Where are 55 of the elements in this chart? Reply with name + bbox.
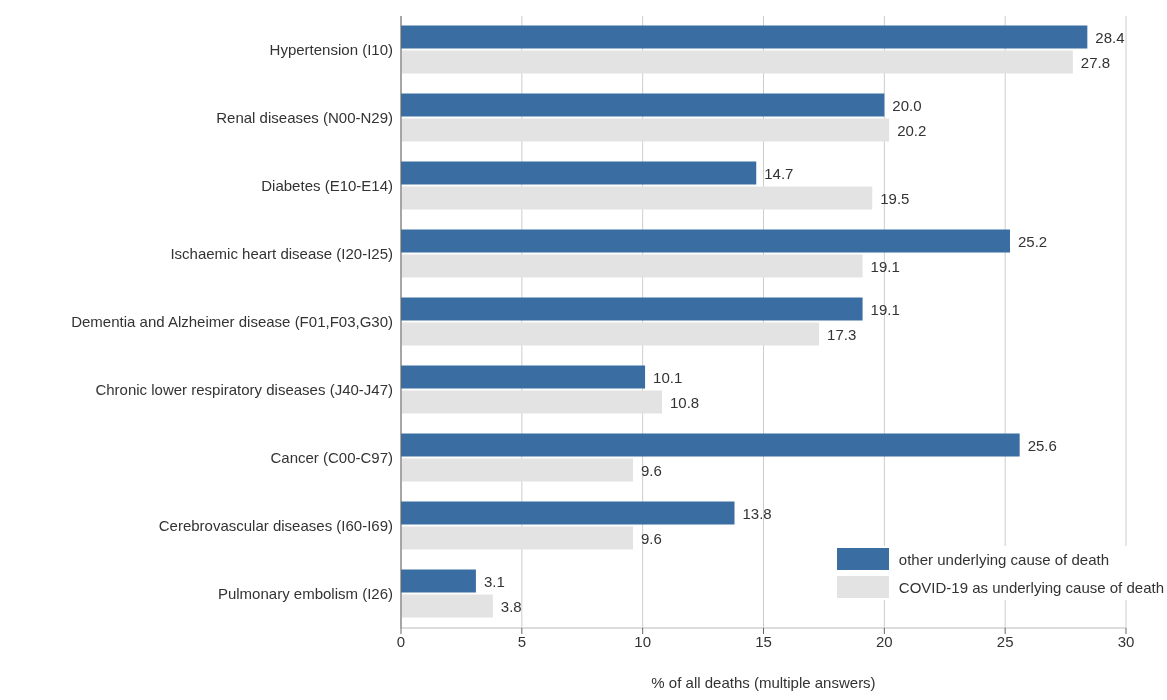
bar xyxy=(401,229,1010,253)
data-label: 20.2 xyxy=(897,121,927,139)
bar xyxy=(401,254,863,278)
x-tick-label: 10 xyxy=(634,632,652,650)
data-label: 20.0 xyxy=(892,96,922,114)
y-tick-label: Hypertension (I10) xyxy=(269,41,393,59)
bar xyxy=(401,569,476,593)
y-tick-label: Dementia and Alzheimer disease (F01,F03,G30) xyxy=(71,313,393,331)
bar xyxy=(401,458,633,482)
data-label: 10.1 xyxy=(653,368,683,386)
legend-label: other underlying cause of death xyxy=(898,550,1109,568)
data-label: 13.8 xyxy=(742,504,772,522)
x-tick-label: 5 xyxy=(517,632,527,650)
bar xyxy=(401,297,863,321)
x-axis-title: % of all deaths (multiple answers) xyxy=(651,674,876,691)
bar xyxy=(401,50,1073,74)
y-tick-label: Diabetes (E10-E14) xyxy=(261,177,393,195)
bar xyxy=(401,161,757,185)
bar xyxy=(401,25,1088,49)
data-label: 25.2 xyxy=(1018,232,1048,250)
data-label: 14.7 xyxy=(764,164,794,182)
y-tick-label: Cerebrovascular diseases (I60-I69) xyxy=(158,517,393,535)
bar xyxy=(401,322,820,346)
data-label: 10.8 xyxy=(670,393,700,411)
bar xyxy=(401,118,890,142)
x-tick-label: 15 xyxy=(755,632,772,650)
x-tick-label: 25 xyxy=(996,632,1014,650)
data-label: 19.1 xyxy=(870,257,900,275)
data-label: 17.3 xyxy=(827,325,857,343)
data-label: 28.4 xyxy=(1095,28,1125,46)
data-label: 3.1 xyxy=(483,572,505,590)
bar xyxy=(401,365,646,389)
data-label: 3.8 xyxy=(500,597,522,615)
bar xyxy=(401,594,493,618)
bar xyxy=(401,93,885,117)
bar xyxy=(401,501,735,525)
bar xyxy=(401,433,1020,457)
bar xyxy=(401,390,662,414)
x-tick-label: 20 xyxy=(875,632,893,650)
bar xyxy=(401,526,633,550)
data-label: 9.6 xyxy=(641,461,662,479)
y-tick-label: Cancer (C00-C97) xyxy=(270,449,393,467)
legend-label: COVID-19 as underlying cause of death xyxy=(898,578,1164,596)
data-label: 19.1 xyxy=(870,300,900,318)
data-label: 25.6 xyxy=(1027,436,1057,454)
data-label: 19.5 xyxy=(880,189,910,207)
data-label: 27.8 xyxy=(1080,53,1111,71)
y-tick-label: Pulmonary embolism (I26) xyxy=(217,585,393,603)
x-tick-label: 0 xyxy=(396,632,406,650)
bar xyxy=(401,186,873,210)
x-tick-label: 30 xyxy=(1117,632,1135,650)
data-label: 9.6 xyxy=(641,529,662,547)
y-tick-label: Renal diseases (N00-N29) xyxy=(216,109,393,127)
y-tick-label: Ischaemic heart disease (I20-I25) xyxy=(170,245,393,263)
y-tick-label: Chronic lower respiratory diseases (J40-J47) xyxy=(95,381,393,399)
